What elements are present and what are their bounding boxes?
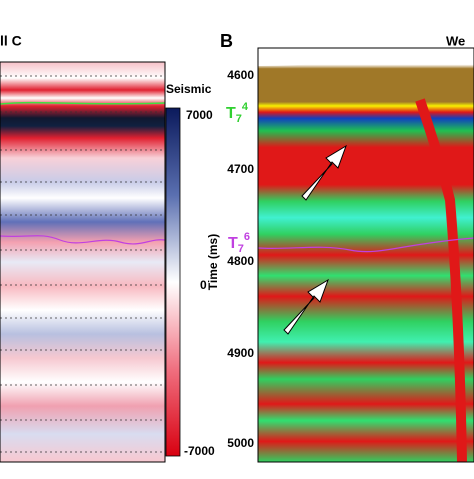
colorbar-tick: -7000 bbox=[184, 444, 215, 458]
panel-b-title: We bbox=[446, 33, 465, 48]
y-tick-label: 5000 bbox=[227, 436, 254, 450]
top-mask bbox=[258, 48, 474, 66]
seismic-section bbox=[258, 48, 474, 462]
y-tick-label: 4700 bbox=[227, 162, 254, 176]
horizon-label: T74 bbox=[226, 101, 249, 125]
colorbar bbox=[165, 107, 181, 457]
y-tick-label: 4600 bbox=[227, 68, 254, 82]
colorbar-tick: 7000 bbox=[186, 108, 213, 122]
arrow bbox=[283, 278, 329, 335]
arrow bbox=[301, 144, 347, 201]
colorbar-label: Seismic bbox=[166, 82, 212, 96]
seismic-section bbox=[0, 62, 165, 462]
horizon-sub: 7 bbox=[236, 113, 242, 125]
horizon-line bbox=[0, 101, 166, 105]
horizon-label: T76 bbox=[228, 231, 250, 255]
y-tick-label: 4800 bbox=[227, 254, 254, 268]
frame bbox=[0, 61, 166, 463]
horizon-name: T bbox=[226, 105, 236, 122]
horizon-sub: 7 bbox=[238, 243, 244, 255]
horizon-sup: 4 bbox=[242, 101, 249, 113]
y-tick-label: 4900 bbox=[227, 346, 254, 360]
colorbar-tick: 0 bbox=[200, 278, 207, 292]
frame bbox=[257, 47, 474, 463]
fault-zone bbox=[415, 98, 467, 463]
panel-a-title: ll C bbox=[0, 33, 22, 49]
horizon-name: T bbox=[228, 235, 238, 252]
horizon-line bbox=[0, 235, 166, 245]
horizon-line bbox=[257, 237, 474, 253]
panel-b-label: B bbox=[220, 31, 233, 51]
horizon-sup: 6 bbox=[244, 231, 250, 243]
y-axis-label: Time (ms) bbox=[206, 234, 220, 290]
